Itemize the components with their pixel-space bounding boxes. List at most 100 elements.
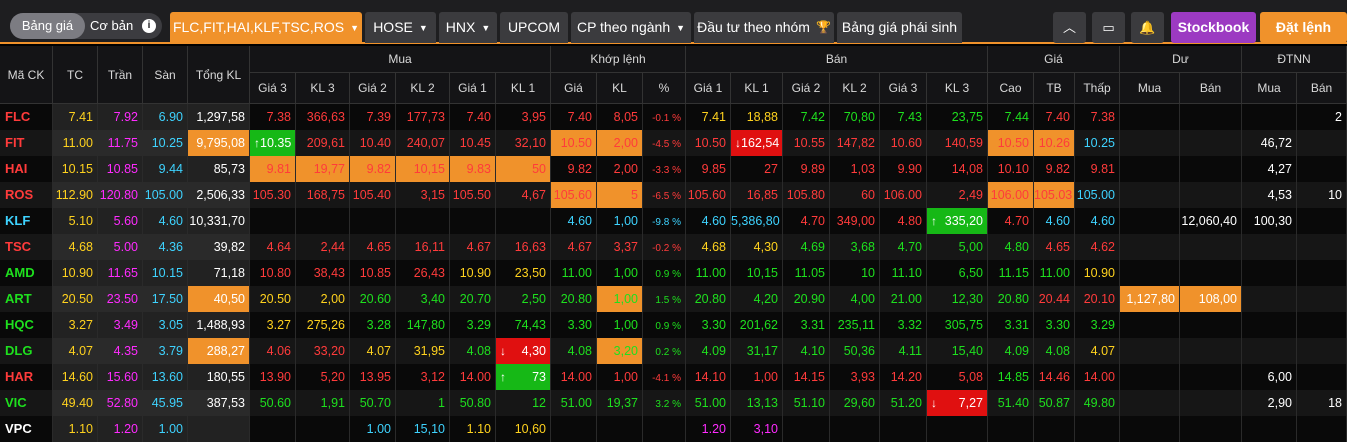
cell-value: 27 — [764, 162, 778, 176]
symbol-cell[interactable]: VIC — [0, 390, 53, 416]
symbol-cell[interactable]: DLG — [0, 338, 53, 364]
cell-value: 168,75 — [306, 188, 345, 202]
cell-8: 10,15 — [396, 156, 450, 182]
tab-derivatives[interactable]: Bảng giá phái sinh — [837, 12, 962, 43]
cell-value: 9.82 — [567, 162, 592, 176]
cell-value: 2,90 — [1267, 396, 1292, 410]
tab-label: HNX — [445, 19, 476, 35]
cell-value: 4.80 — [897, 214, 922, 228]
cell-2: 52.80 — [98, 390, 143, 416]
cell-value: 51.40 — [997, 396, 1029, 410]
cell-19: 2,49 — [927, 182, 988, 208]
symbol-cell[interactable]: VPC — [0, 416, 53, 442]
cell-value: 4.08 — [1045, 344, 1070, 358]
cell-value: 51.20 — [890, 396, 922, 410]
cell-19: 14,08 — [927, 156, 988, 182]
header-group-sell: Bán — [686, 46, 988, 73]
cell-23 — [1120, 208, 1180, 234]
cell-24 — [1180, 104, 1242, 130]
tab-upcom[interactable]: UPCOM — [500, 12, 568, 43]
cell-16: 11.05 — [783, 260, 830, 286]
cell-22: 3.29 — [1075, 312, 1120, 338]
cell-20: 20.80 — [988, 286, 1034, 312]
cell-25 — [1242, 234, 1297, 260]
cell-value: 50,36 — [843, 344, 875, 358]
basic-mode[interactable]: Cơ bản — [90, 18, 134, 33]
cell-2: 10.85 — [98, 156, 143, 182]
cell-value: 26,43 — [413, 266, 445, 280]
cell-value: 10.85 — [106, 162, 138, 176]
tab-group-invest[interactable]: Đầu tư theo nhóm 🏆 — [694, 12, 834, 43]
symbol-cell[interactable]: HAI — [0, 156, 53, 182]
cell-3: 10.15 — [143, 260, 188, 286]
cell-value: 50.70 — [359, 396, 391, 410]
symbol-cell[interactable]: FIT — [0, 130, 53, 156]
header-group-foreign: ĐTNN — [1242, 46, 1347, 73]
header-floor: Sàn — [143, 46, 188, 104]
cell-16 — [783, 416, 830, 442]
tab-industry[interactable]: CP theo ngành ▼ — [571, 12, 691, 43]
symbol-cell[interactable]: FLC — [0, 104, 53, 130]
cell-4: 71,18 — [188, 260, 250, 286]
cell-9: 4.08 — [450, 338, 496, 364]
tab-hnx[interactable]: HNX ▼ — [439, 12, 497, 43]
cell-18: 21.00 — [880, 286, 927, 312]
cell-value: 9.89 — [800, 162, 825, 176]
cell-24: 108,00 — [1180, 286, 1242, 312]
tab-watchlist[interactable]: FLC,FIT,HAI,KLF,TSC,ROS ▼ — [170, 12, 362, 43]
cell-10: 4,67 — [496, 182, 551, 208]
cell-14: 4.60 — [686, 208, 731, 234]
symbol-cell[interactable]: TSC — [0, 234, 53, 260]
cell-value: 23,50 — [514, 266, 546, 280]
header-buy-1: Giá 3 — [250, 73, 296, 104]
header-sell-6: KL 3 — [927, 73, 988, 104]
header-buy-6: KL 1 — [496, 73, 551, 104]
cell-value: 38,43 — [313, 266, 345, 280]
chevron-down-icon: ▼ — [350, 23, 360, 33]
symbol-cell[interactable]: ROS — [0, 182, 53, 208]
symbol-cell[interactable]: HAR — [0, 364, 53, 390]
cell-20: 4.80 — [988, 234, 1034, 260]
cell-15: 4,30 — [731, 234, 783, 260]
cell-20: 3.31 — [988, 312, 1034, 338]
cell-12: 5 — [597, 182, 643, 208]
cell-value: 11.75 — [107, 136, 138, 150]
cell-value: 10.80 — [259, 266, 291, 280]
cell-value: 18 — [1328, 396, 1342, 410]
cell-12: 1,00 — [597, 208, 643, 234]
cell-value: 4.07 — [68, 344, 93, 358]
cell-value: 3,20 — [613, 344, 638, 358]
cell-value: 10,15 — [413, 162, 445, 176]
cell-value: 20.50 — [259, 292, 291, 306]
cell-value: 9.81 — [266, 162, 291, 176]
price-board-mode[interactable]: Bảng giá — [10, 13, 85, 39]
cell-value: 14.46 — [1038, 370, 1070, 384]
view-mode-toggle[interactable]: Bảng giá Cơ bản i — [10, 13, 162, 39]
cell-value: 3,37 — [613, 240, 638, 254]
cell-5: 105.30 — [250, 182, 296, 208]
symbol-cell[interactable]: HQC — [0, 312, 53, 338]
symbol-cell[interactable]: AMD — [0, 260, 53, 286]
cell-value: 4.60 — [567, 214, 592, 228]
cell-5: ↑ 10.35 — [250, 130, 296, 156]
info-icon[interactable]: i — [142, 19, 156, 33]
place-order-button[interactable]: Đặt lệnh — [1260, 12, 1347, 43]
cell-13: -0.2 % — [643, 234, 686, 260]
cell-value: 9,795,08 — [196, 136, 245, 150]
monitor-icon[interactable]: ▭ — [1092, 12, 1125, 43]
bell-icon[interactable]: 🔔 — [1131, 12, 1164, 43]
cell-22: 4.62 — [1075, 234, 1120, 260]
stockbook-button[interactable]: Stockbook — [1171, 12, 1256, 43]
cell-12: 1,00 — [597, 364, 643, 390]
cell-4: 40,50 — [188, 286, 250, 312]
cell-value: 6,50 — [958, 266, 983, 280]
symbol-cell[interactable]: KLF — [0, 208, 53, 234]
cell-7: 50.70 — [350, 390, 396, 416]
cell-value: 9.82 — [366, 162, 391, 176]
tab-hose[interactable]: HOSE ▼ — [365, 12, 436, 43]
cell-1: 5.10 — [53, 208, 98, 234]
symbol-cell[interactable]: ART — [0, 286, 53, 312]
chevron-up-icon[interactable]: ︿ — [1053, 12, 1086, 43]
arrow-down-icon: ↓ — [500, 344, 506, 358]
cell-value: 51.00 — [694, 396, 726, 410]
